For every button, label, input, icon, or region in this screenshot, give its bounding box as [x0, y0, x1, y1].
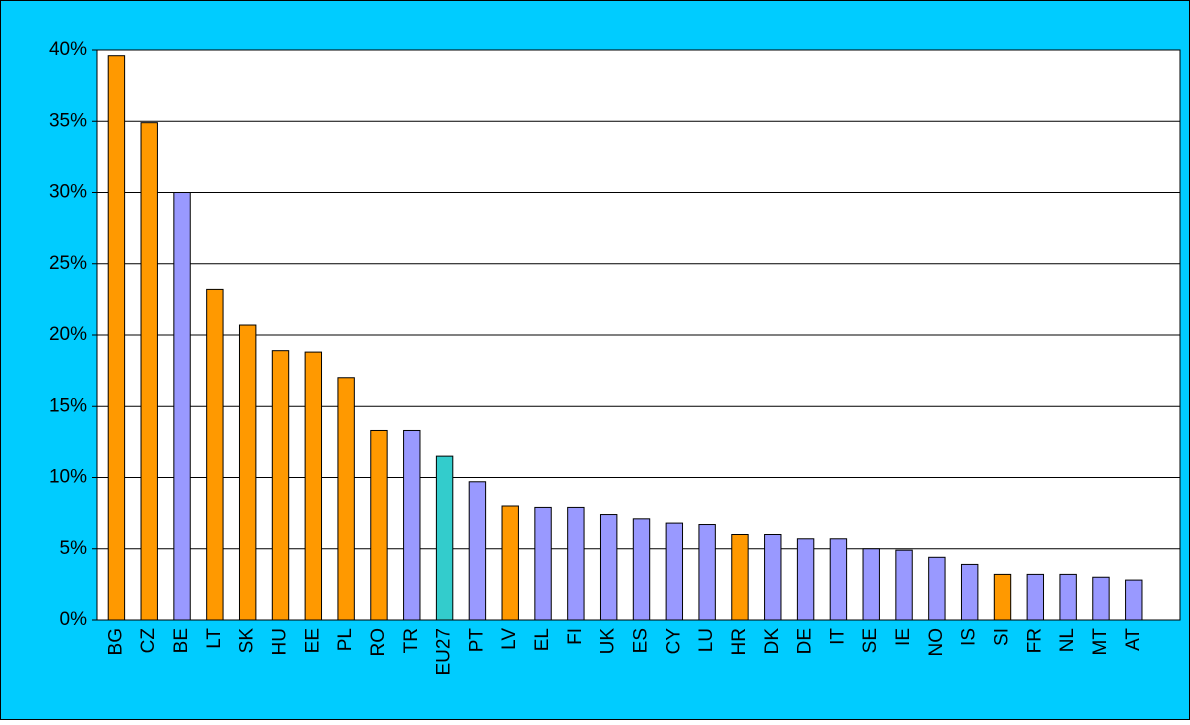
y-tick-label: 15% — [49, 395, 87, 416]
y-tick-label: 40% — [49, 39, 87, 60]
x-tick-label: IS — [959, 628, 980, 646]
bar — [928, 556, 946, 621]
x-tick-label: UK — [598, 628, 619, 655]
bar — [468, 481, 487, 621]
bar — [993, 573, 1012, 621]
x-tick-label: HR — [729, 628, 750, 655]
bar — [435, 455, 454, 621]
x-tick-label: LV — [499, 628, 520, 650]
bar — [1125, 579, 1143, 621]
bar — [403, 429, 421, 621]
x-tick-label: FR — [1024, 628, 1045, 653]
x-tick-label: DE — [795, 628, 816, 654]
x-tick-label: DK — [762, 628, 783, 655]
x-tick-label: IT — [827, 628, 848, 645]
x-tick-label: RO — [368, 628, 389, 657]
bar — [304, 351, 323, 621]
bar — [337, 377, 355, 621]
bar — [534, 506, 552, 621]
bar — [238, 324, 257, 621]
y-tick-label: 30% — [49, 182, 87, 203]
bar — [1026, 573, 1045, 621]
x-tick-label: SE — [860, 628, 881, 653]
x-tick-label: EU27 — [434, 628, 455, 676]
x-tick-label: HU — [270, 628, 291, 655]
y-tick-label: 35% — [49, 110, 87, 131]
x-tick-label: AT — [1123, 628, 1144, 651]
y-tick-label: 20% — [49, 324, 87, 345]
bar — [1059, 573, 1077, 621]
x-tick-label: LT — [204, 628, 225, 649]
bar — [632, 518, 651, 621]
x-tick-label: SI — [992, 628, 1013, 646]
x-tick-label: PL — [335, 628, 356, 651]
bar — [173, 192, 191, 621]
x-tick-label: PT — [466, 628, 487, 653]
bar — [206, 288, 224, 621]
x-tick-label: IE — [893, 628, 914, 646]
bar — [764, 534, 782, 621]
bar — [271, 350, 290, 621]
x-tick-label: EL — [532, 628, 553, 651]
x-tick-label: CZ — [138, 628, 159, 654]
x-tick-label: BE — [171, 628, 192, 653]
x-tick-label: ES — [631, 628, 652, 653]
y-tick-label: 5% — [60, 538, 88, 559]
x-tick-label: FI — [565, 628, 586, 645]
x-tick-label: TR — [401, 628, 422, 653]
bar — [107, 55, 126, 621]
bar — [862, 548, 880, 621]
x-tick-label: MT — [1090, 628, 1111, 656]
bar — [665, 522, 684, 621]
x-tick-label: SK — [237, 628, 258, 654]
bar — [731, 534, 749, 621]
x-tick-label: CY — [663, 628, 684, 655]
bar — [140, 122, 158, 621]
y-tick-label: 25% — [49, 253, 87, 274]
bar — [599, 514, 618, 621]
x-tick-label: EE — [302, 628, 323, 653]
x-tick-label: NL — [1057, 628, 1078, 652]
bar — [960, 563, 979, 621]
bar — [501, 505, 519, 621]
x-tick-label: NO — [926, 628, 947, 657]
bar — [796, 538, 815, 621]
y-tick-label: 0% — [60, 609, 88, 630]
x-tick-label: BG — [105, 628, 126, 655]
bar — [567, 506, 585, 621]
y-tick-label: 10% — [49, 467, 87, 488]
bar — [698, 524, 716, 621]
bar — [895, 549, 913, 621]
x-tick-label: LU — [696, 628, 717, 652]
bar — [370, 429, 388, 621]
bar — [829, 538, 848, 621]
bar — [1092, 576, 1110, 621]
